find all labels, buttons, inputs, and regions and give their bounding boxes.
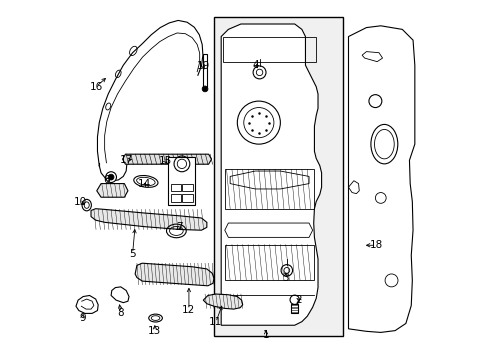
Polygon shape xyxy=(122,154,211,164)
Text: 11: 11 xyxy=(209,318,222,327)
Ellipse shape xyxy=(82,199,91,211)
Text: 19: 19 xyxy=(196,61,209,71)
Text: 7: 7 xyxy=(176,222,182,232)
Text: 10: 10 xyxy=(74,197,87,207)
Text: 4: 4 xyxy=(251,60,258,70)
Polygon shape xyxy=(97,184,128,197)
Bar xyxy=(171,194,181,202)
Bar xyxy=(291,304,297,313)
Bar xyxy=(182,184,192,192)
Text: 2: 2 xyxy=(295,295,302,305)
Polygon shape xyxy=(111,287,129,303)
Text: 13: 13 xyxy=(148,326,161,336)
Bar xyxy=(182,194,192,202)
Text: 5: 5 xyxy=(129,248,136,258)
Text: 15: 15 xyxy=(159,156,172,166)
Text: 18: 18 xyxy=(369,240,382,250)
Ellipse shape xyxy=(148,314,162,322)
Polygon shape xyxy=(221,24,321,325)
Circle shape xyxy=(105,172,116,183)
Circle shape xyxy=(108,174,114,180)
Text: 6: 6 xyxy=(103,175,110,185)
Ellipse shape xyxy=(134,176,158,187)
Polygon shape xyxy=(135,263,214,286)
Polygon shape xyxy=(348,26,414,332)
Bar xyxy=(171,184,181,192)
Polygon shape xyxy=(91,209,206,230)
Text: 1: 1 xyxy=(262,330,269,340)
Text: 12: 12 xyxy=(182,305,195,315)
Bar xyxy=(223,37,316,62)
Text: 14: 14 xyxy=(138,179,151,189)
Text: 9: 9 xyxy=(79,313,85,323)
Text: 16: 16 xyxy=(89,82,102,92)
Bar xyxy=(168,157,195,205)
Bar xyxy=(203,54,206,87)
Polygon shape xyxy=(203,294,242,309)
Text: 17: 17 xyxy=(120,155,133,165)
Circle shape xyxy=(202,86,207,92)
Text: 3: 3 xyxy=(282,273,288,283)
Bar xyxy=(214,17,343,336)
Polygon shape xyxy=(76,296,98,314)
Text: 8: 8 xyxy=(117,308,124,318)
